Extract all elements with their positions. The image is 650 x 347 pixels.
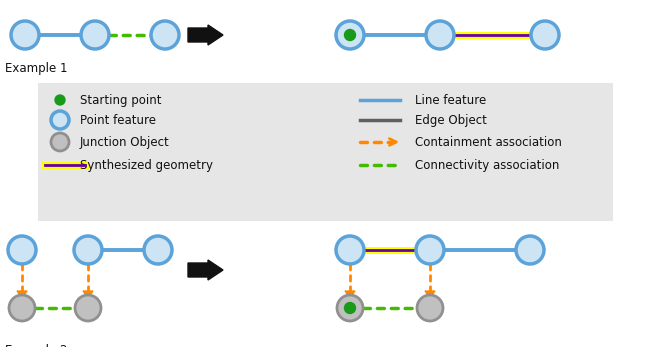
Circle shape bbox=[11, 21, 39, 49]
Circle shape bbox=[81, 21, 109, 49]
FancyArrow shape bbox=[83, 291, 93, 298]
Circle shape bbox=[336, 21, 364, 49]
Circle shape bbox=[337, 295, 363, 321]
Circle shape bbox=[8, 236, 36, 264]
Circle shape bbox=[9, 295, 35, 321]
Text: Point feature: Point feature bbox=[80, 113, 156, 127]
Text: Connectivity association: Connectivity association bbox=[415, 159, 560, 171]
Circle shape bbox=[344, 29, 356, 41]
Circle shape bbox=[151, 21, 179, 49]
Circle shape bbox=[51, 133, 69, 151]
Circle shape bbox=[516, 236, 544, 264]
FancyArrow shape bbox=[425, 291, 435, 298]
Circle shape bbox=[344, 303, 356, 313]
Circle shape bbox=[55, 95, 65, 105]
FancyArrow shape bbox=[345, 291, 355, 298]
Circle shape bbox=[426, 21, 454, 49]
FancyArrow shape bbox=[17, 291, 27, 298]
Text: Junction Object: Junction Object bbox=[80, 135, 170, 149]
Circle shape bbox=[417, 295, 443, 321]
Text: Example 2: Example 2 bbox=[5, 344, 68, 347]
Circle shape bbox=[75, 295, 101, 321]
Text: Containment association: Containment association bbox=[415, 135, 562, 149]
FancyArrow shape bbox=[188, 260, 223, 280]
FancyBboxPatch shape bbox=[38, 83, 613, 221]
Text: Edge Object: Edge Object bbox=[415, 113, 487, 127]
Text: Synthesized geometry: Synthesized geometry bbox=[80, 159, 213, 171]
Circle shape bbox=[416, 236, 444, 264]
Circle shape bbox=[51, 111, 69, 129]
Circle shape bbox=[531, 21, 559, 49]
Text: Starting point: Starting point bbox=[80, 93, 161, 107]
Text: Example 1: Example 1 bbox=[5, 62, 68, 75]
Circle shape bbox=[74, 236, 102, 264]
Circle shape bbox=[336, 236, 364, 264]
Circle shape bbox=[144, 236, 172, 264]
Text: Line feature: Line feature bbox=[415, 93, 486, 107]
FancyArrow shape bbox=[188, 25, 223, 45]
